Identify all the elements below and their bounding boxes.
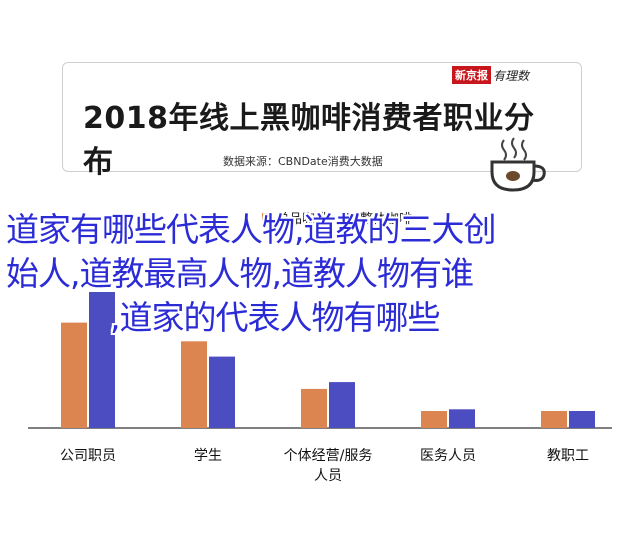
bar-2-1 (89, 292, 115, 428)
overlay-caption: 道家有哪些代表人物,道教的三大创 始人,道教最高人物,道教人物有谁 ,道家的代表… (6, 208, 636, 340)
bar-2-4 (449, 409, 475, 428)
chart-legend: 单品咖啡 整体咖啡 (262, 208, 412, 227)
x-tick-label-line: 公司职员 (60, 448, 116, 464)
brand-logo-right: 有理数 (493, 68, 530, 83)
bar-2-5 (569, 411, 595, 428)
x-tick-label: 公司职员 (28, 446, 148, 466)
bar-1-1 (61, 322, 87, 428)
chart-header-card: 2018年线上黑咖啡消费者职业分布 数据来源：CBNDate消费大数据 (62, 62, 582, 180)
bar-2-3 (329, 382, 355, 428)
brand-logo-left: 新京报 (452, 66, 491, 84)
x-tick-label: 教职工 (508, 446, 628, 466)
legend-swatch-series1 (262, 212, 272, 223)
chart-source: 数据来源：CBNDate消费大数据 (223, 155, 383, 168)
bar-1-5 (541, 411, 567, 428)
x-tick-label-line: 学生 (194, 448, 222, 464)
legend-swatch-series2 (346, 212, 357, 223)
legend-label-series2: 整体咖啡 (360, 212, 413, 227)
legend-item-series1: 单品咖啡 (262, 208, 328, 227)
x-tick-label: 医务人员 (388, 446, 508, 466)
x-tick-label-line: 人员 (314, 468, 342, 484)
legend-item-series2: 整体咖啡 (346, 208, 412, 227)
bar-1-4 (421, 411, 447, 428)
bar-1-2 (181, 341, 207, 428)
bar-2-2 (209, 356, 235, 428)
overlay-line-2: 始人,道教最高人物,道教人物有谁 (6, 254, 474, 293)
overlay-line-1: 道家有哪些代表人物,道教的三大创 (6, 210, 497, 249)
x-tick-label-line: 医务人员 (420, 448, 476, 464)
legend-label-series1: 单品咖啡 (276, 212, 329, 227)
bar-1-3 (301, 388, 327, 428)
overlay-line-3: ,道家的代表人物有哪些 (110, 298, 441, 337)
x-tick-label: 学生 (148, 446, 268, 466)
x-tick-label: 个体经营/服务 人员 (268, 446, 388, 486)
chart-title: 2018年线上黑咖啡消费者职业分布 (83, 101, 535, 180)
brand-logo: 新京报 有理数 (452, 66, 529, 84)
x-tick-label-line: 个体经营/服务 (283, 448, 373, 464)
coffee-cup-icon (490, 137, 546, 192)
x-tick-label-line: 教职工 (547, 448, 589, 464)
